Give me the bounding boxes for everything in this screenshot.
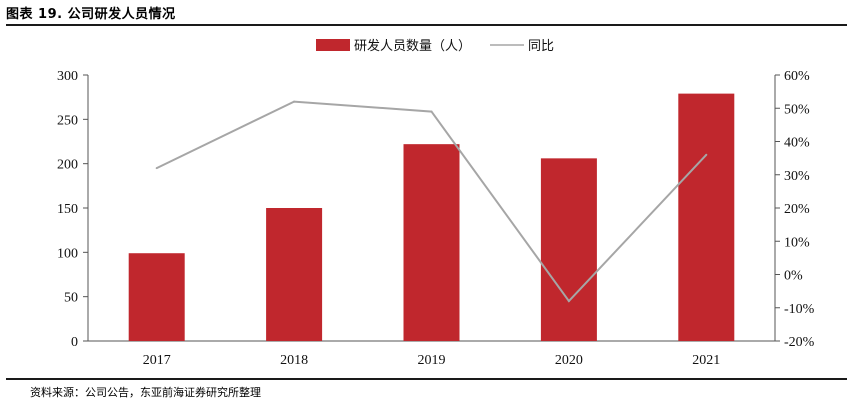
chart-area: 研发人员数量（人） 同比 2017 2018 2019 2020 2021 0 50 100…: [57, 38, 815, 368]
yoy-point: [430, 110, 433, 113]
figure-title: 图表 19. 公司研发人员情况: [6, 7, 176, 22]
left-y-tick-label: 200: [57, 158, 78, 173]
left-y-tick-label: 250: [57, 113, 78, 128]
line-series: [155, 100, 708, 303]
left-y-tick-label: 0: [71, 335, 78, 350]
bar: [540, 158, 597, 341]
x-tick-label: 2017: [143, 353, 171, 368]
x-tick-label: 2021: [692, 353, 720, 368]
bar: [403, 144, 460, 341]
bar: [128, 253, 185, 341]
x-tick-labels: 2017 2018 2019 2020 2021: [143, 353, 721, 368]
right-y-tick-label: 0%: [784, 269, 803, 284]
source-note: 资料来源：公司公告，东亚前海证券研究所整理: [30, 386, 261, 399]
right-y-tick-label: -20%: [784, 335, 815, 350]
left-y-tick-labels: 0 50 100 150 200 250 300: [57, 69, 78, 350]
left-y-tick-label: 300: [57, 69, 78, 84]
x-tick-label: 2019: [418, 353, 446, 368]
left-y-tick-label: 100: [57, 246, 78, 261]
right-y-tick-label: 20%: [784, 202, 810, 217]
yoy-point: [705, 153, 708, 156]
x-tick-label: 2020: [555, 353, 583, 368]
legend: 研发人员数量（人） 同比: [316, 38, 554, 54]
right-y-tick-labels: -20% -10% 0% 10% 20% 30% 40% 50% 60%: [784, 69, 815, 350]
right-y-tick-label: 40%: [784, 136, 810, 151]
legend-bar-label: 研发人员数量（人）: [354, 38, 471, 54]
legend-line-label: 同比: [528, 39, 554, 54]
bar: [678, 93, 735, 342]
x-tick-label: 2018: [280, 353, 308, 368]
bottom-rule: [6, 378, 847, 380]
yoy-point: [293, 100, 296, 103]
bar-series: [128, 93, 735, 342]
left-y-tick-label: 50: [64, 291, 78, 306]
yoy-point: [155, 167, 158, 170]
right-y-tick-label: 30%: [784, 169, 810, 184]
top-rule: [6, 24, 847, 26]
right-y-tick-label: 50%: [784, 102, 810, 117]
left-y-tick-label: 150: [57, 202, 78, 217]
right-y-tick-label: 10%: [784, 235, 810, 250]
legend-bar-swatch: [316, 39, 350, 51]
bar: [266, 208, 323, 341]
right-y-tick-label: 60%: [784, 69, 810, 84]
yoy-point: [567, 300, 570, 303]
right-y-tick-label: -10%: [784, 302, 815, 317]
